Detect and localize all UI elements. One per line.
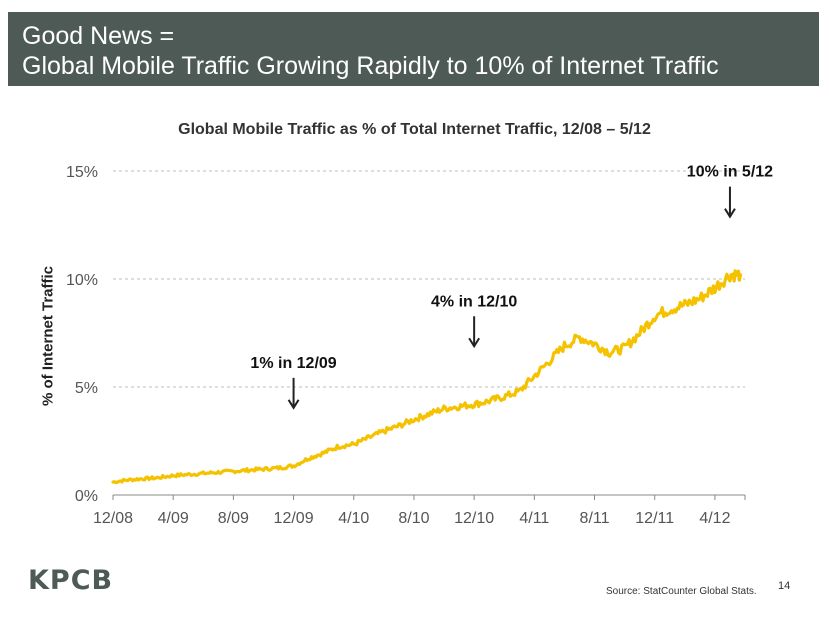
annotation-arrowhead bbox=[468, 337, 480, 349]
source-note: Source: StatCounter Global Stats. bbox=[606, 586, 757, 597]
y-tick-label: 10% bbox=[66, 272, 98, 289]
x-tick-label: 4/12 bbox=[699, 510, 730, 527]
x-tick-label: 4/11 bbox=[519, 510, 549, 527]
slide-title-line-1: Good News = bbox=[22, 22, 175, 50]
x-tick-label: 8/11 bbox=[580, 510, 610, 527]
slide-title-line-2: Global Mobile Traffic Growing Rapidly to… bbox=[22, 52, 719, 80]
y-axis-label: % of Internet Traffic bbox=[39, 265, 57, 407]
x-tick-label: 8/09 bbox=[218, 510, 249, 527]
title-bar: Good News = Global Mobile Traffic Growin… bbox=[8, 12, 819, 86]
x-tick-label: 4/10 bbox=[338, 510, 369, 527]
y-tick-label: 0% bbox=[75, 488, 98, 505]
page-number: 14 bbox=[778, 580, 791, 592]
annotation-label: 4% in 12/10 bbox=[431, 293, 517, 310]
annotation-label: 1% in 12/09 bbox=[250, 355, 336, 372]
y-tick-label: 5% bbox=[75, 380, 98, 397]
kpcb-logo: KPCB bbox=[28, 565, 114, 596]
annotation-label: 10% in 5/12 bbox=[687, 164, 773, 181]
x-tick-label: 4/09 bbox=[158, 510, 189, 527]
annotation-arrowhead bbox=[287, 399, 300, 410]
x-tick-label: 12/08 bbox=[93, 510, 133, 527]
x-tick-label: 8/10 bbox=[398, 510, 429, 527]
chart-title: Global Mobile Traffic as % of Total Inte… bbox=[178, 121, 651, 138]
x-tick-label: 12/10 bbox=[454, 510, 494, 527]
x-tick-label: 12/11 bbox=[635, 510, 674, 527]
y-tick-label: 15% bbox=[66, 164, 98, 181]
annotation-arrowhead bbox=[724, 208, 736, 219]
x-tick-label: 12/09 bbox=[274, 510, 314, 527]
series-line bbox=[111, 269, 743, 485]
